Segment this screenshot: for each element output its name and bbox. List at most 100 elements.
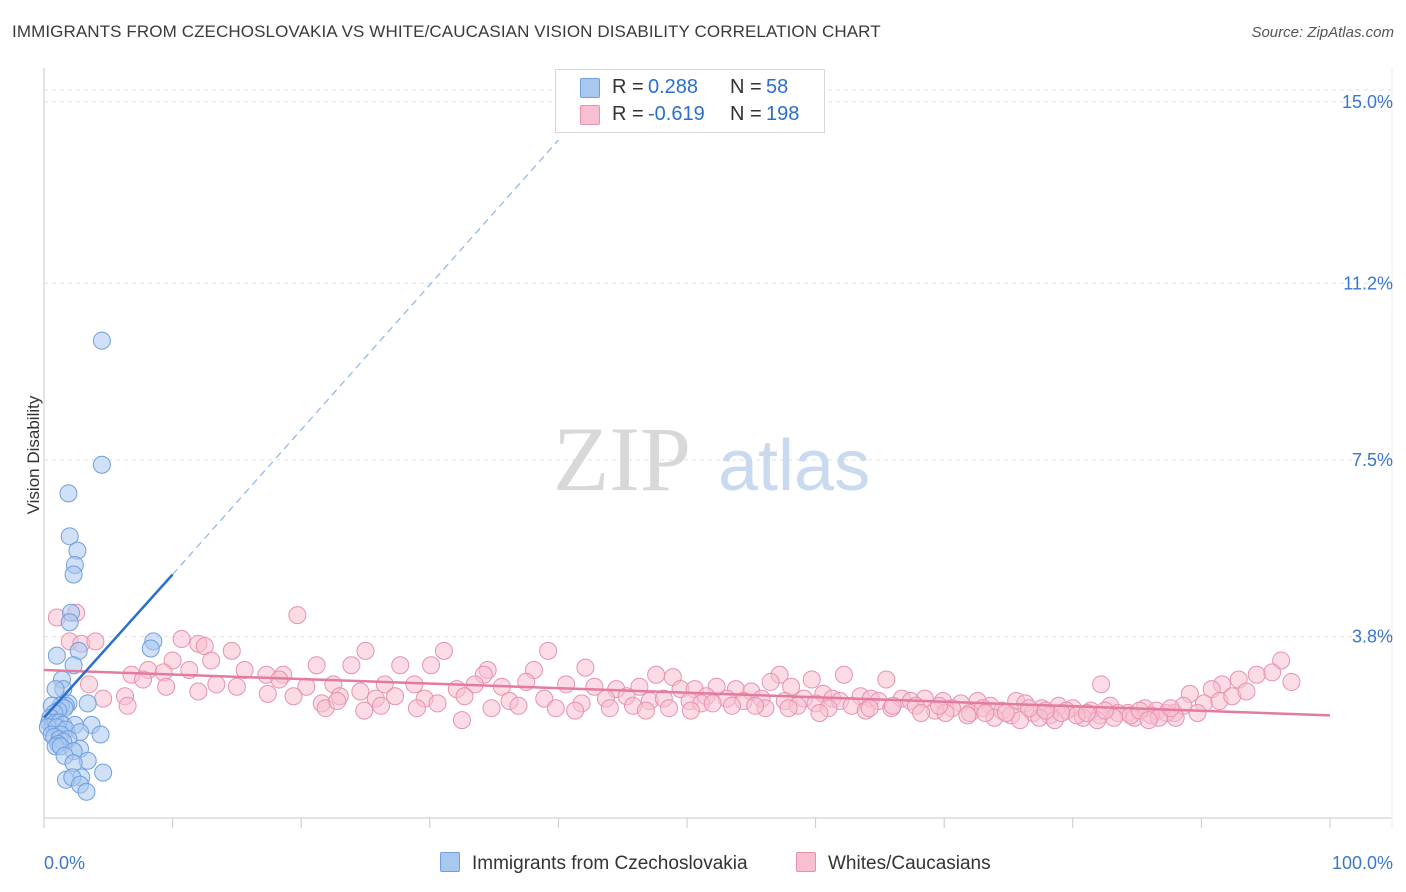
point-whites: [386, 687, 405, 706]
point-czech: [46, 680, 65, 699]
legend-swatch-czech: [580, 78, 600, 98]
point-whites: [258, 684, 277, 703]
point-whites: [585, 677, 604, 696]
point-whites: [1247, 665, 1266, 684]
series-czech-points: [38, 331, 163, 801]
legend-swatch-whites: [580, 105, 600, 125]
bottom-legend-whites: Whites/Caucasians: [796, 852, 991, 875]
point-whites: [351, 682, 370, 701]
point-whites: [94, 689, 113, 708]
point-whites: [996, 703, 1015, 722]
point-whites: [723, 696, 742, 715]
source-label: Source: ZipAtlas.com: [1251, 24, 1394, 41]
point-whites: [172, 629, 191, 648]
point-czech: [64, 565, 83, 584]
point-czech: [92, 455, 111, 474]
point-whites: [355, 701, 374, 720]
point-whites: [1237, 682, 1256, 701]
legend-r-label: R =: [612, 76, 644, 98]
point-whites: [681, 701, 700, 720]
point-whites: [455, 687, 474, 706]
point-whites: [356, 641, 375, 660]
stats-legend: R = 0.288 N = 58 R = -0.619 N = 198: [555, 69, 825, 133]
point-whites: [284, 687, 303, 706]
point-whites: [761, 672, 780, 691]
point-whites: [1188, 703, 1207, 722]
watermark-atlas: atlas: [718, 426, 870, 506]
point-whites: [779, 699, 798, 718]
point-whites: [80, 675, 99, 694]
point-whites: [1282, 672, 1301, 691]
chart-title: IMMIGRANTS FROM CZECHOSLOVAKIA VS WHITE/…: [12, 22, 881, 41]
point-czech: [78, 694, 97, 713]
axes: [43, 68, 1393, 828]
point-whites: [546, 699, 565, 718]
point-whites: [834, 665, 853, 684]
x-tick-label-max: 100.0%: [1332, 853, 1393, 873]
point-czech: [141, 639, 160, 658]
point-whites: [227, 677, 246, 696]
legend-n-value: 58: [766, 76, 789, 98]
point-whites: [371, 696, 390, 715]
point-whites: [1263, 663, 1282, 682]
point-whites: [328, 692, 347, 711]
point-whites: [134, 670, 153, 689]
y-axis-label: Vision Disability: [24, 395, 43, 515]
point-whites: [428, 694, 447, 713]
legend-n-label: N =: [730, 76, 762, 98]
point-whites: [636, 701, 655, 720]
point-whites: [452, 711, 471, 730]
point-whites: [235, 661, 254, 679]
point-whites: [860, 699, 879, 718]
trend-lines: [43, 139, 1331, 719]
point-whites: [746, 696, 765, 715]
point-whites: [375, 675, 394, 694]
point-czech: [91, 725, 110, 744]
point-whites: [566, 701, 585, 720]
point-whites: [1139, 711, 1158, 730]
point-whites: [576, 658, 595, 677]
y-tick-label: 15.0%: [1342, 92, 1393, 112]
point-whites: [118, 696, 137, 715]
bottom-legend-swatch-whites: [796, 852, 816, 872]
bottom-legend-swatch-czech: [440, 852, 460, 872]
point-whites: [1011, 711, 1030, 730]
point-whites: [1272, 651, 1291, 670]
point-czech: [92, 331, 111, 350]
y-tick-label: 3.8%: [1352, 627, 1393, 647]
trend-line-whites: [43, 668, 1331, 717]
point-whites: [342, 656, 361, 675]
point-whites: [86, 632, 105, 651]
point-whites: [157, 677, 176, 696]
point-whites: [407, 699, 426, 718]
point-whites: [539, 641, 558, 660]
point-whites: [391, 656, 410, 675]
point-whites: [482, 699, 501, 718]
grid-lines: [44, 89, 1392, 638]
point-whites: [659, 699, 678, 718]
point-whites: [912, 703, 931, 722]
point-whites: [288, 606, 307, 625]
x-tick-labels: 0.0% 100.0%: [44, 853, 1393, 873]
point-whites: [976, 703, 995, 722]
point-whites: [1092, 675, 1111, 694]
point-whites: [422, 656, 441, 675]
point-whites: [930, 696, 949, 715]
point-whites: [1020, 699, 1039, 718]
legend-r-value: -0.619: [648, 103, 705, 125]
legend-r-label: R =: [612, 103, 644, 125]
legend-n-label: N =: [730, 103, 762, 125]
bottom-legend-label-czech: Immigrants from Czechoslovakia: [472, 853, 748, 874]
point-whites: [222, 641, 241, 660]
point-whites: [207, 675, 226, 694]
point-whites: [1095, 701, 1114, 720]
legend-n-value: 198: [766, 103, 800, 125]
point-whites: [434, 641, 453, 660]
point-czech: [60, 613, 79, 632]
point-czech: [94, 763, 113, 782]
bottom-legend-czech: Immigrants from Czechoslovakia: [440, 852, 748, 875]
point-whites: [703, 694, 722, 713]
trend-line-czech-extension: [172, 139, 559, 575]
x-tick-label-min: 0.0%: [44, 853, 85, 873]
y-tick-label: 11.2%: [1343, 273, 1393, 293]
